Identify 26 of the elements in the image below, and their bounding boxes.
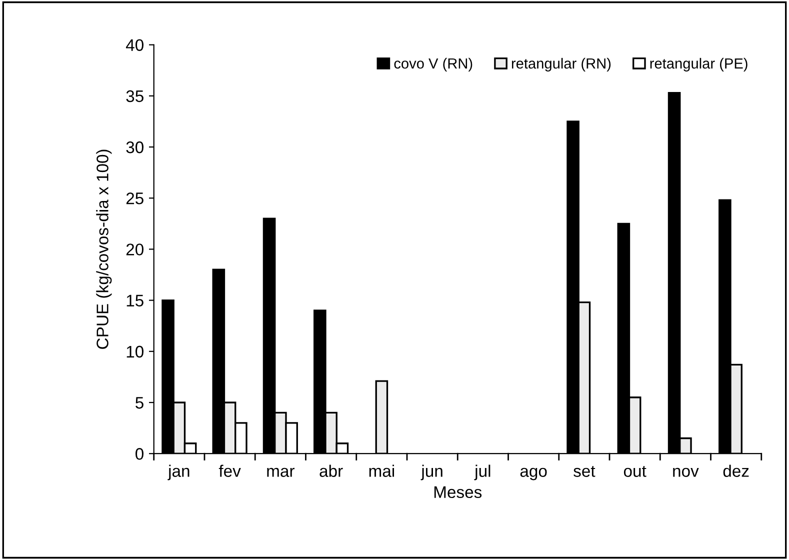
x-tick-label: fev xyxy=(218,464,241,477)
y-tick-label: 30 xyxy=(126,141,144,154)
x-tick-label: jun xyxy=(420,464,442,480)
legend-label: covo V (RN) xyxy=(394,58,472,72)
x-tick-label: mar xyxy=(267,468,294,477)
y-tick-label: 5 xyxy=(136,397,144,409)
legend-label: retangular (PE) xyxy=(650,58,748,72)
y-tick-label: 25 xyxy=(126,192,144,204)
legend-label: retangular (RN) xyxy=(512,58,611,72)
y-tick-label: 40 xyxy=(126,39,144,52)
y-tick-label: 20 xyxy=(126,244,144,256)
x-tick-label: ago xyxy=(520,468,547,480)
x-tick-label: jan xyxy=(168,464,190,480)
x-tick-label: mai xyxy=(369,464,394,477)
x-tick-label: jul xyxy=(474,464,490,480)
x-tick-label: out xyxy=(624,466,646,477)
y-axis-title: CPUE (kg/covos-dia x 100) xyxy=(96,150,112,349)
x-tick-label: abr xyxy=(320,464,343,477)
x-tick-label: set xyxy=(574,466,596,477)
y-tick-label: 35 xyxy=(126,90,144,102)
x-axis-title: Meses xyxy=(434,486,482,498)
y-tick-label: 10 xyxy=(126,346,144,358)
x-tick-label: dez xyxy=(723,464,749,477)
y-tick-label: 0 xyxy=(136,448,144,460)
y-tick-label: 15 xyxy=(126,294,144,307)
x-tick-label: nov xyxy=(673,468,699,477)
